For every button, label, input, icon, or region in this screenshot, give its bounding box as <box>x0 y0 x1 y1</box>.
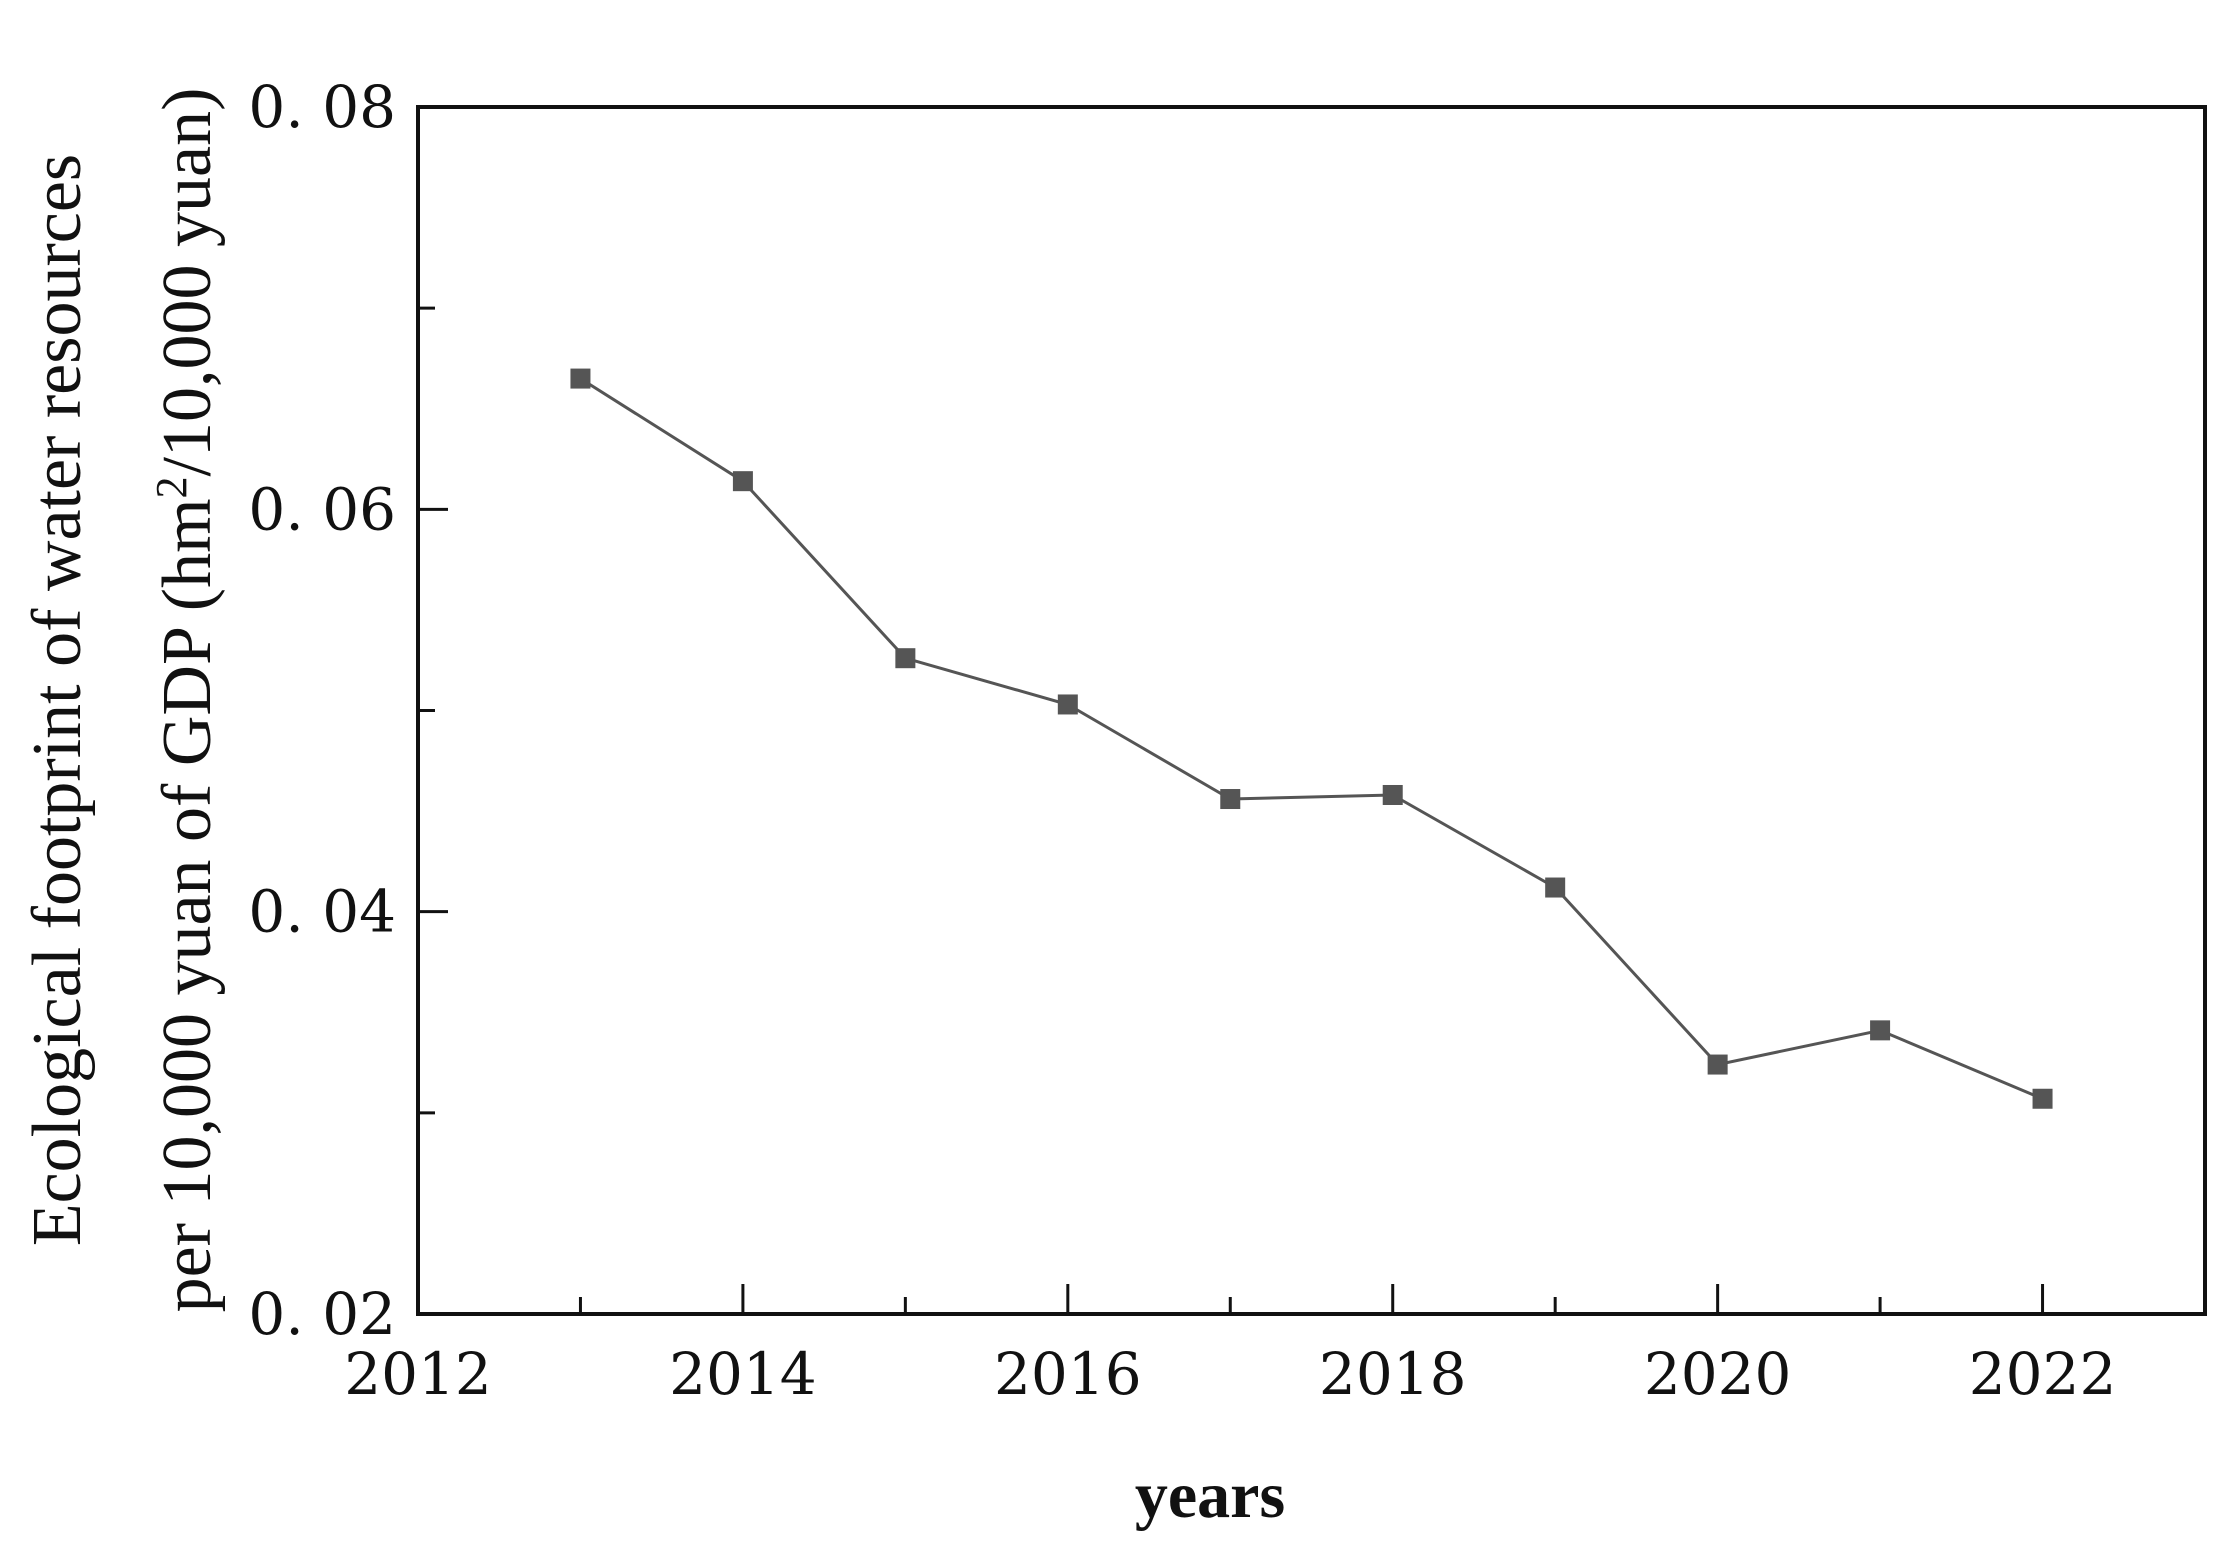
data-point-marker <box>570 368 591 389</box>
x-tick-label: 2014 <box>669 1340 817 1408</box>
data-point-marker <box>1057 694 1078 715</box>
series-line <box>579 377 2044 1101</box>
x-axis-title: years <box>1135 1459 1285 1532</box>
y-tick-label: 0. 08 <box>248 73 396 141</box>
data-point-marker <box>895 648 916 669</box>
data-point-marker <box>1545 877 1566 898</box>
y-axis-title-line2: per 10,000 yuan of GDP (hm2/10,000 yuan) <box>147 88 227 1313</box>
x-tick-label: 2022 <box>1969 1340 2117 1408</box>
data-point-marker <box>1870 1020 1891 1041</box>
series-group <box>570 368 2053 1109</box>
x-tick-label: 2012 <box>344 1340 492 1408</box>
y-axis-title: Ecological footprint of water resources … <box>19 88 226 1313</box>
data-point-marker <box>2032 1088 2053 1109</box>
x-tick-label: 2020 <box>1644 1340 1792 1408</box>
y-tick-label: 0. 04 <box>248 878 396 946</box>
data-point-marker <box>1707 1054 1728 1075</box>
y-tick-label: 0. 06 <box>248 475 396 543</box>
y-axis-title-line1: Ecological footprint of water resources <box>19 154 96 1246</box>
y-tick-label: 0. 02 <box>248 1280 396 1348</box>
data-point-marker <box>1382 784 1403 805</box>
x-axis-ticks: 2012 2014 2016 2018 2020 2022 <box>344 1284 2116 1408</box>
y-axis-ticks: 0. 02 0. 04 0. 06 0. 08 <box>248 73 448 1348</box>
x-tick-label: 2018 <box>1319 1340 1467 1408</box>
data-point-marker <box>732 471 753 492</box>
plot-frame <box>416 105 2207 1316</box>
data-point-marker <box>1220 789 1241 810</box>
x-tick-label: 2016 <box>994 1340 1142 1408</box>
